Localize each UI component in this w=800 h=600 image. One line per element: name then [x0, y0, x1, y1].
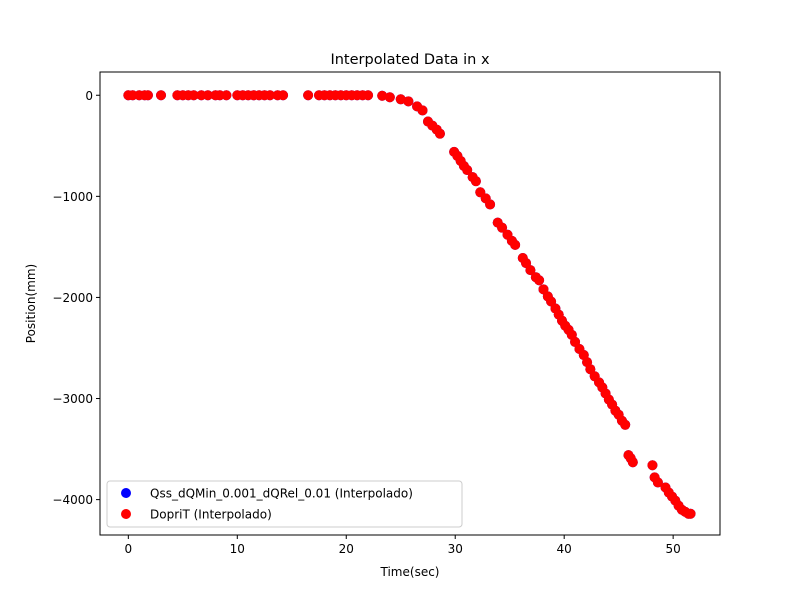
y-tick-label: −1000: [52, 190, 93, 204]
axes-frame: [99, 71, 721, 536]
legend: Qss_dQMin_0.001_dQRel_0.01 (Interpolado)…: [106, 480, 463, 528]
dopri-data-point: [647, 460, 658, 471]
x-axis-label: Time(sec): [380, 565, 440, 579]
dopri-data-point: [188, 90, 199, 101]
data-points: [123, 90, 696, 519]
chart-title: Interpolated Data in x: [330, 52, 490, 68]
dopri-data-point: [417, 105, 428, 116]
y-tick-label: −4000: [52, 493, 93, 507]
dopri-data-point: [377, 90, 388, 101]
dopri-data-point: [202, 90, 213, 101]
x-tick-label: 30: [448, 542, 463, 556]
legend-marker-dopri: [121, 509, 131, 519]
dopri-data-point: [534, 275, 545, 286]
x-tick-label: 40: [557, 542, 572, 556]
dopri-data-point: [462, 165, 473, 176]
x-tick-label: 50: [666, 542, 681, 556]
dopri-data-point: [620, 419, 631, 430]
dopri-data-point: [384, 92, 395, 103]
dopri-data-point: [652, 477, 663, 488]
x-tick-label: 20: [339, 542, 354, 556]
dopri-data-point: [525, 265, 536, 276]
dopri-data-point: [156, 90, 167, 101]
y-axis-label: Position(mm): [24, 264, 38, 343]
axis-ticks: 0 10 20 30 40 50 −4000 −3000 −2000 −1000 0: [52, 89, 680, 556]
y-tick-label: −2000: [52, 291, 93, 305]
dopri-data-point: [510, 239, 521, 250]
dopri-data-point: [221, 90, 232, 101]
dopri-data-point: [395, 94, 406, 105]
dopri-data-point: [403, 96, 414, 107]
dopri-data-point: [264, 90, 275, 101]
dopri-data-point: [685, 508, 696, 519]
dopri-data-point: [485, 199, 496, 210]
x-tick-label: 10: [230, 542, 245, 556]
y-tick-label: −3000: [52, 392, 93, 406]
dopri-data-point: [434, 128, 445, 139]
y-tick-label: 0: [85, 89, 93, 103]
dopri-data-point: [278, 90, 289, 101]
dopri-data-point: [470, 176, 481, 187]
dopri-data-point: [303, 90, 314, 101]
legend-marker-qss: [121, 488, 131, 498]
dopri-data-point: [142, 90, 153, 101]
legend-label-dopri: DopriT (Interpolado): [150, 508, 272, 522]
series-dopri: [123, 90, 696, 519]
dopri-data-point: [497, 222, 508, 233]
legend-box: [106, 480, 463, 528]
x-tick-label: 0: [125, 542, 133, 556]
dopri-data-point: [363, 90, 374, 101]
dopri-data-point: [627, 457, 638, 468]
legend-label-qss: Qss_dQMin_0.001_dQRel_0.01 (Interpolado): [150, 487, 413, 501]
